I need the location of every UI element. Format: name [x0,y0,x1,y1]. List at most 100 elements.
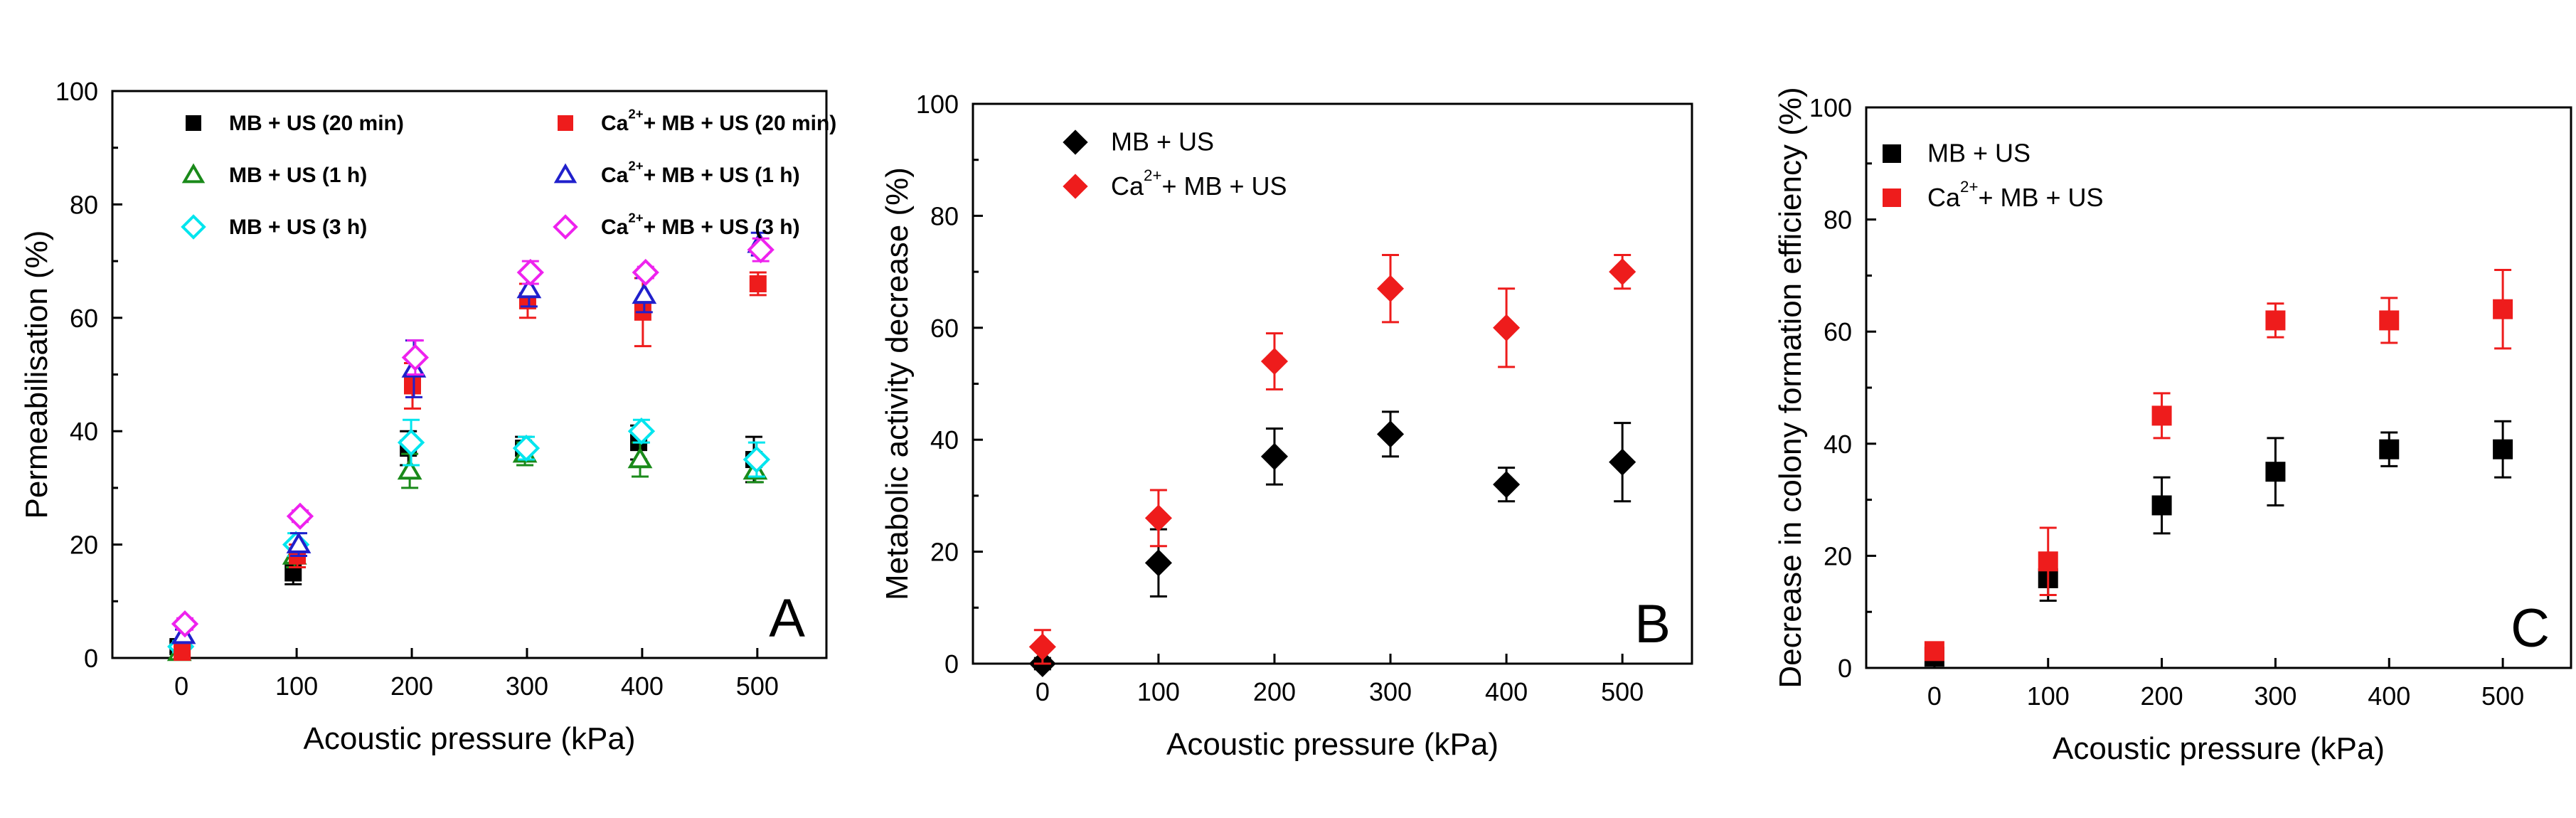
data-point [171,610,199,638]
legend-label: MB + US (1 h) [229,164,367,187]
legend-marker [1063,174,1088,199]
data-point [286,502,314,530]
data-point [404,377,422,395]
data-point [2493,439,2513,460]
series-1 [166,441,768,662]
y-tick-label: 60 [930,314,959,343]
panel-B: 0 100 200 300 400 500 0 20 40 60 80 100 Acoustic pre… [880,90,1693,762]
data-point [397,458,422,480]
panel-label: A [769,588,805,649]
data-point [2493,299,2513,319]
x-axis-title: Acoustic pressure (kPa) [303,721,635,756]
legend-marker [553,163,578,184]
data-point [2379,439,2400,460]
panel-label: B [1634,594,1671,654]
data-point [2038,551,2058,572]
x-tick-label: 200 [1253,677,1296,706]
y-axis-title: Metabolic activity decrease (%) [880,167,915,600]
data-point [1144,504,1172,532]
y-axis-title: Decrease in colony formation efficiency … [1773,87,1808,688]
data-point [1609,258,1636,286]
data-point [2265,310,2286,331]
x-tick-label: 500 [2481,681,2524,711]
x-tick-label: 0 [1036,677,1050,706]
x-axis-title: Acoustic pressure (kPa) [2053,731,2385,766]
data-point [1493,314,1521,341]
legend-marker [1883,188,1901,207]
data-point [627,418,656,445]
x-tick-label: 200 [2141,681,2183,711]
data-point [2151,495,2172,516]
x-tick-label: 300 [506,671,548,701]
series-1 [1028,253,1636,665]
data-point [1924,641,1944,662]
series-2 [167,418,771,661]
data-point [2265,462,2286,482]
legend-label: Ca2++ MB + US (20 min) [601,106,836,135]
x-axis-title: Acoustic pressure (kPa) [1166,727,1499,762]
legend-label: Ca2++ MB + US (1 h) [601,158,800,187]
data-point [1028,633,1056,661]
x-tick-label: 100 [275,671,318,701]
legend-marker [186,115,201,131]
series-0 [169,424,762,656]
y-axis-title: Permeabilisation (%) [19,230,54,519]
data-point [401,344,430,371]
series-0 [1028,410,1636,678]
data-point [749,275,767,292]
y-tick-label: 20 [70,531,98,560]
panel-A: 0 100 200 300 400 500 0 20 40 60 80 100 Acoustic pre… [19,77,836,756]
y-tick-label: 40 [70,417,98,446]
legend-marker [558,115,573,131]
y-tick-label: 80 [930,201,959,230]
panel-C: 0 100 200 300 400 500 0 20 40 60 80 100 Acoustic pre… [1773,87,2572,766]
data-point [632,258,659,287]
data-point [512,434,541,462]
legend-label: Ca2++ MB + US [1927,178,2104,212]
x-tick-label: 500 [736,671,779,701]
series-3 [174,271,767,662]
legend-label: Ca2++ MB + US [1111,166,1287,201]
y-tick-label: 60 [1824,317,1852,346]
data-point [1609,448,1636,476]
x-tick-label: 0 [174,671,188,701]
legend-marker [553,214,578,240]
y-tick-label: 0 [944,649,959,679]
y-tick-label: 100 [916,90,959,119]
x-tick-label: 100 [2027,681,2070,711]
x-tick-label: 0 [1927,681,1942,711]
legend-marker [181,163,206,184]
y-tick-label: 60 [70,304,98,333]
panel-label: C [2511,598,2550,659]
legend-marker [1883,144,1901,163]
legend-label: MB + US (20 min) [229,112,404,135]
legend-label: MB + US [1927,139,2031,168]
y-tick-label: 40 [1824,430,1852,459]
x-tick-label: 400 [621,671,664,701]
series-1 [1924,269,2513,662]
x-tick-label: 100 [1137,677,1180,706]
series-4 [171,231,772,644]
x-tick-label: 400 [1485,677,1528,706]
data-point [1260,442,1289,470]
legend: MB + US Ca2++ MB + US [1063,127,1287,201]
series-5 [171,236,775,638]
legend-label: MB + US [1111,127,1214,156]
y-tick-label: 40 [930,425,959,455]
data-point [516,258,544,287]
x-tick-label: 200 [390,671,433,701]
data-point [2151,405,2172,426]
data-point [627,447,653,469]
y-tick-label: 100 [1809,93,1852,122]
legend: MB + US (20 min) MB + US (1 h) MB + US (3 … [181,106,836,240]
legend-marker [181,214,206,240]
y-tick-label: 100 [55,77,98,106]
legend: MB + US Ca2++ MB + US [1883,139,2104,212]
data-point [1376,420,1405,448]
y-tick-label: 0 [1838,654,1852,683]
data-point [1260,347,1289,376]
series-0 [1924,420,2513,667]
data-point [743,445,771,474]
data-point [516,277,542,299]
